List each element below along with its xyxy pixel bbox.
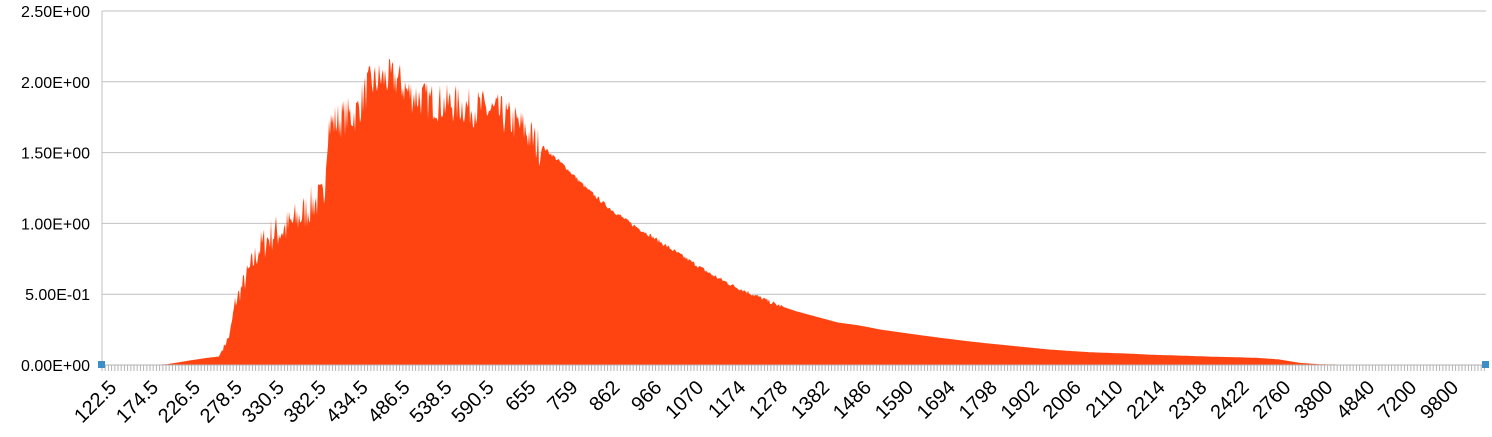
x-tick-label: 278.5: [196, 377, 247, 428]
x-tick-label: 1070: [661, 377, 708, 424]
y-tick-label: 1.50E+00: [21, 146, 90, 163]
x-tick-label: 3800: [1290, 377, 1337, 424]
x-tick-label: 759: [543, 377, 582, 416]
x-axis-minor-ticks: [101, 365, 1485, 371]
x-tick-label: 486.5: [364, 377, 415, 428]
x-tick-label: 1382: [787, 377, 834, 424]
x-tick-label: 1278: [745, 377, 792, 424]
x-tick-label: 2760: [1248, 377, 1295, 424]
y-tick-label: 1.00E+00: [21, 216, 90, 233]
x-tick-label: 1694: [913, 377, 960, 424]
x-tick-label: 7200: [1374, 377, 1421, 424]
x-tick-label: 2422: [1206, 377, 1253, 424]
x-tick-label: 226.5: [154, 377, 205, 428]
y-tick-label: 5.00E-01: [25, 287, 90, 304]
x-tick-label: 1902: [997, 377, 1044, 424]
x-tick-label: 2214: [1123, 377, 1170, 424]
y-tick-label: 2.00E+00: [21, 75, 90, 92]
x-tick-label: 862: [585, 377, 624, 416]
x-tick-label: 174.5: [112, 377, 163, 428]
x-tick-label: 434.5: [322, 377, 373, 428]
y-tick-label: 0.00E+00: [21, 358, 90, 375]
x-tick-label: 538.5: [406, 377, 457, 428]
x-tick-label: 122.5: [70, 377, 121, 428]
x-tick-label: 1174: [704, 377, 750, 423]
selection-handle-left[interactable]: [98, 361, 105, 368]
x-tick-label: 966: [627, 377, 666, 416]
x-tick-label: 590.5: [448, 377, 499, 428]
x-tick-label: 2318: [1165, 377, 1212, 424]
x-tick-label: 4840: [1332, 377, 1379, 424]
x-tick-label: 9800: [1416, 377, 1463, 424]
series-area: [104, 59, 1482, 365]
x-tick-label: 382.5: [280, 377, 331, 428]
x-tick-label: 655: [501, 377, 540, 416]
y-tick-label: 2.50E+00: [21, 4, 90, 21]
x-tick-label: 2006: [1039, 377, 1086, 424]
x-tick-label: 330.5: [238, 377, 289, 428]
x-tick-label: 1798: [955, 377, 1002, 424]
x-tick-label: 1486: [829, 377, 876, 424]
x-axis-tick-labels: 122.5174.5226.5278.5330.5382.5434.5486.5…: [70, 377, 1463, 428]
x-tick-label: 1590: [871, 377, 918, 424]
selection-handle-right[interactable]: [1482, 361, 1489, 368]
x-tick-label: 2110: [1082, 377, 1128, 423]
y-axis-ticks: 0.00E+00 5.00E-01 1.00E+00 1.50E+00 2.00E+00…: [21, 4, 90, 375]
